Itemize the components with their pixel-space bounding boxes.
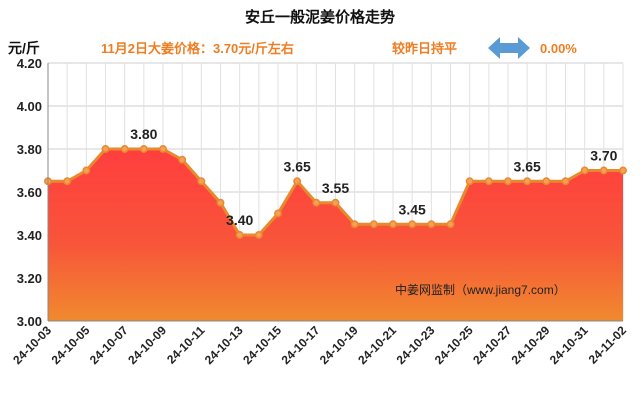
x-tick-label: 24-10-23 [394, 323, 438, 367]
y-axis: 3.00 3.20 3.40 3.60 3.80 4.00 4.20 [17, 56, 42, 329]
y-tick-label: 4.00 [17, 99, 42, 114]
data-point [139, 145, 148, 153]
data-point [331, 198, 340, 207]
chart-title: 安丘一般泥姜价格走势 [245, 8, 395, 26]
data-label: 3.70 [590, 148, 617, 164]
source-watermark: 中姜网监制（www.jiang7.com） [395, 282, 566, 297]
data-label: 3.55 [322, 180, 349, 196]
data-point [254, 231, 263, 239]
data-point [197, 177, 206, 186]
data-point [465, 177, 474, 186]
data-point [484, 177, 493, 186]
y-tick-label: 3.40 [17, 228, 42, 243]
data-point [427, 220, 436, 229]
price-note: 11月2日大姜价格：3.70元/斤左右 [101, 41, 294, 56]
data-point [312, 198, 321, 207]
y-tick-label: 3.00 [17, 314, 42, 329]
data-point [63, 177, 72, 186]
x-tick-label: 24-10-21 [355, 323, 399, 367]
data-point [580, 166, 589, 175]
data-label: 3.65 [514, 158, 541, 174]
x-tick-label: 24-10-11 [164, 323, 208, 367]
y-tick-label: 3.80 [17, 142, 42, 157]
data-point [293, 177, 302, 186]
x-tick-label: 24-10-27 [470, 323, 514, 367]
data-point [542, 177, 551, 186]
data-point [523, 177, 532, 186]
data-point [504, 177, 512, 186]
price-area-fill [48, 149, 623, 321]
data-point [350, 220, 359, 229]
data-point [101, 145, 110, 153]
data-point [369, 220, 378, 229]
x-tick-label: 24-10-13 [202, 323, 246, 367]
data-point [82, 166, 91, 175]
compare-value: 0.00% [540, 41, 577, 56]
data-points [44, 145, 627, 239]
y-tick-label: 3.20 [17, 271, 42, 286]
data-point [561, 177, 570, 186]
x-tick-label: 24-10-25 [432, 323, 476, 367]
data-point [216, 198, 225, 207]
data-point [389, 220, 397, 229]
data-point [274, 209, 282, 218]
y-tick-label: 4.20 [17, 56, 42, 71]
x-tick-label: 24-10-19 [317, 323, 361, 367]
data-point [408, 220, 417, 229]
data-label: 3.45 [399, 201, 426, 217]
data-point [446, 220, 455, 229]
x-tick-label: 24-10-31 [547, 323, 591, 367]
data-point [159, 145, 167, 153]
x-tick-label: 24-10-15 [240, 323, 284, 367]
x-tick-label: 24-10-17 [279, 323, 323, 367]
x-tick-label: 24-10-07 [87, 323, 131, 367]
data-label: 3.40 [226, 212, 253, 228]
x-tick-label: 24-11-02 [586, 323, 630, 367]
compare-label: 较昨日持平 [392, 41, 457, 56]
data-point [619, 166, 627, 175]
x-tick-label: 24-10-09 [125, 323, 169, 367]
y-axis-unit: 元/斤 [8, 40, 40, 56]
data-point [178, 155, 187, 164]
y-tick-label: 3.60 [17, 185, 42, 200]
double-arrow-icon [488, 37, 530, 59]
data-labels: 3.80 3.40 3.65 3.55 3.45 3.65 3.70 [130, 126, 617, 228]
x-tick-label: 24-10-03 [10, 323, 54, 367]
data-point [120, 145, 129, 153]
x-tick-label: 24-10-05 [49, 323, 93, 367]
data-label: 3.80 [130, 126, 157, 142]
data-point [599, 166, 608, 175]
data-label: 3.65 [284, 158, 311, 174]
data-point [235, 231, 244, 239]
x-axis: 24-10-0324-10-0524-10-0724-10-0924-10-11… [10, 323, 629, 367]
x-tick-label: 24-10-29 [509, 323, 553, 367]
